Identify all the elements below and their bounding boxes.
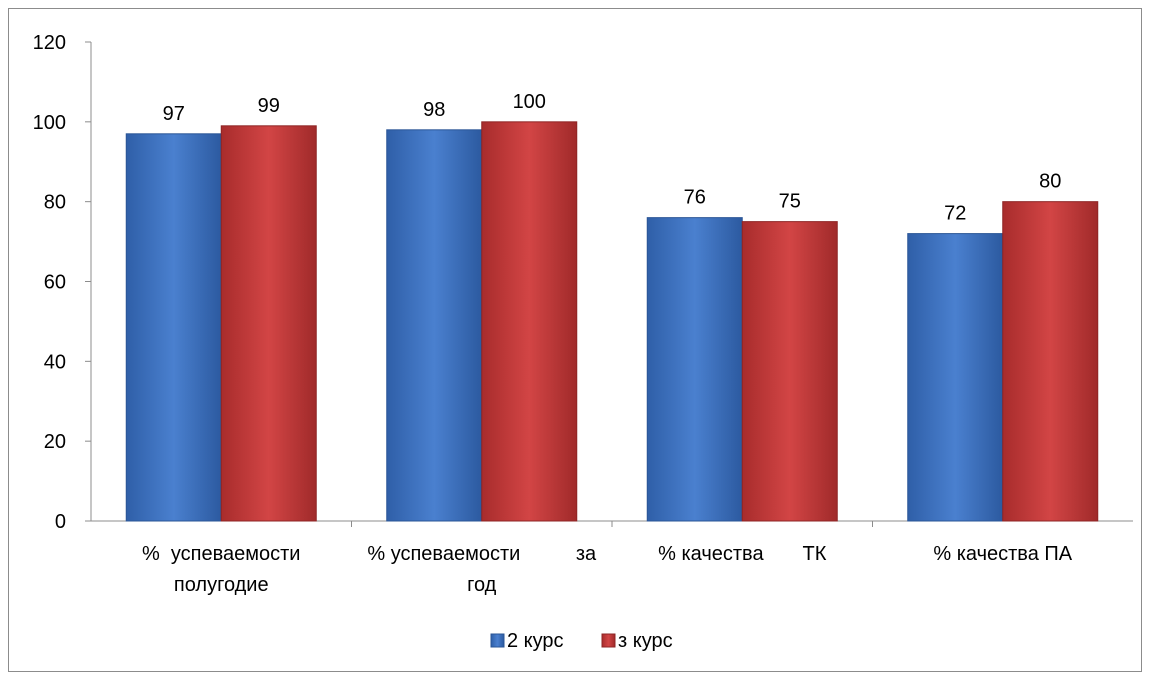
x-tick-label: % успеваемости — [142, 543, 300, 565]
bar — [125, 133, 222, 522]
x-tick-label: % качества ПА — [933, 543, 1072, 565]
y-tick-label: 60 — [44, 272, 66, 294]
legend-label: з курс — [618, 630, 673, 652]
x-tick-label: полугодие — [174, 574, 269, 596]
y-tick-label: 80 — [44, 192, 66, 214]
data-label: 72 — [944, 203, 966, 225]
y-tick-label: 20 — [44, 431, 66, 453]
data-label: 76 — [684, 187, 706, 209]
x-tick-label: % качества ТК — [658, 543, 827, 565]
legend-swatch — [601, 633, 616, 648]
data-label: 75 — [779, 191, 801, 213]
y-tick-label: 0 — [55, 511, 66, 533]
data-label: 98 — [423, 99, 445, 121]
x-tick-label: % успеваемости за — [367, 543, 597, 565]
legend-label: 2 курс — [507, 630, 564, 652]
bar — [907, 233, 1004, 522]
chart-frame — [8, 8, 1142, 672]
y-tick-label: 100 — [33, 112, 66, 134]
legend-swatch — [490, 633, 505, 648]
data-label: 99 — [258, 95, 280, 117]
bar — [220, 125, 317, 522]
bar — [1002, 201, 1099, 522]
data-label: 100 — [513, 91, 546, 113]
x-tick-label: год — [467, 574, 497, 596]
y-tick-label: 40 — [44, 351, 66, 373]
y-tick-label: 120 — [33, 32, 66, 54]
data-label: 80 — [1039, 171, 1061, 193]
bar — [481, 121, 578, 522]
bar — [386, 129, 483, 522]
bar — [741, 221, 838, 522]
data-label: 97 — [163, 103, 185, 125]
bar — [646, 217, 743, 522]
